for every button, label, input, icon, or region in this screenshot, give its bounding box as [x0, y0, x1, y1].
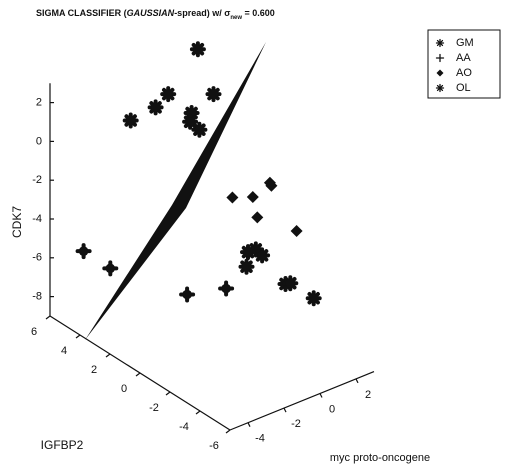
y-tick-label: -4: [179, 421, 189, 433]
legend-label: GM: [456, 37, 474, 49]
legend-marker: [436, 69, 444, 77]
point: [290, 225, 303, 238]
y-tick: [165, 391, 171, 396]
point: [238, 258, 255, 275]
marker-core: [163, 89, 173, 99]
y-tick: [195, 410, 201, 415]
marker-shape: [246, 191, 259, 204]
y-tick-label: -6: [209, 440, 219, 452]
point: [305, 290, 322, 307]
x-tick: [319, 393, 323, 398]
z-tick-label: 2: [36, 97, 42, 109]
x-tick-label: 2: [365, 389, 371, 401]
marker-shape: [436, 69, 444, 77]
z-axis-label: CDK7: [10, 206, 24, 238]
z-tick-label: 0: [36, 135, 42, 147]
marker-shape: [226, 191, 239, 204]
point: [246, 191, 259, 204]
marker-core: [193, 44, 203, 54]
legend-label: OL: [456, 82, 471, 94]
marker-core: [221, 283, 231, 294]
point: [160, 86, 177, 103]
x-axis: [229, 371, 375, 431]
x-axis-label: myc proto-oncogene: [330, 452, 430, 464]
marker-shape: [290, 225, 303, 238]
point: [282, 275, 299, 292]
point: [218, 280, 235, 297]
marker-core: [308, 293, 319, 304]
point: [102, 260, 119, 277]
chart-title: SIGMA CLASSIFIER (GAUSSIAN-spread) w/ σn…: [36, 8, 275, 20]
point: [147, 99, 164, 116]
marker-core: [208, 89, 219, 99]
marker-core: [243, 247, 253, 257]
y-tick-label: 6: [31, 326, 37, 338]
point: [205, 86, 222, 103]
legend-marker: [435, 53, 445, 63]
marker-core: [78, 246, 89, 256]
y-tick: [105, 353, 111, 358]
marker-stroke: [436, 39, 444, 47]
point: [240, 244, 256, 261]
x-tick-label: -2: [291, 418, 301, 430]
marker-shape: [265, 179, 278, 192]
marker-core: [150, 102, 161, 113]
z-tick-label: -6: [32, 252, 42, 264]
y-tick: [75, 334, 81, 339]
marker-core: [105, 263, 116, 274]
x-tick: [247, 422, 251, 427]
x-tick-label: -4: [255, 433, 265, 445]
x-tick-label: 0: [329, 403, 335, 415]
legend-marker: [435, 38, 445, 48]
marker-core: [194, 124, 205, 135]
point: [182, 113, 199, 130]
point: [191, 121, 208, 138]
x-tick: [355, 378, 359, 384]
z-tick-label: -8: [32, 291, 42, 303]
marker-shape: [251, 211, 264, 224]
marker-core: [241, 261, 252, 272]
y-tick: [225, 429, 231, 434]
legend-marker: [435, 83, 445, 93]
marker-stroke: [436, 84, 444, 92]
marker-core: [125, 115, 136, 126]
y-tick-label: -2: [149, 402, 159, 414]
point: [122, 112, 139, 129]
y-tick-label: 2: [91, 364, 97, 376]
y-axis-label: IGFBP2: [41, 438, 84, 452]
legend-label: AA: [456, 52, 471, 64]
point: [226, 191, 239, 204]
marker-core: [257, 250, 267, 261]
point: [179, 286, 196, 303]
point: [254, 247, 271, 264]
marker-core: [185, 116, 195, 127]
point: [265, 179, 278, 192]
point: [189, 41, 206, 58]
marker-core: [182, 289, 192, 300]
z-tick-label: -2: [32, 174, 42, 186]
marker-core: [285, 278, 296, 289]
y-tick: [135, 372, 141, 377]
z-tick-label: -4: [32, 213, 42, 225]
point: [75, 243, 92, 260]
y-tick-label: 0: [121, 383, 127, 395]
y-tick: [45, 315, 51, 320]
legend-label: AO: [456, 67, 472, 79]
decision-surface: [85, 42, 266, 340]
y-tick-label: 4: [61, 345, 67, 357]
x-tick: [283, 407, 287, 413]
point: [251, 211, 264, 224]
